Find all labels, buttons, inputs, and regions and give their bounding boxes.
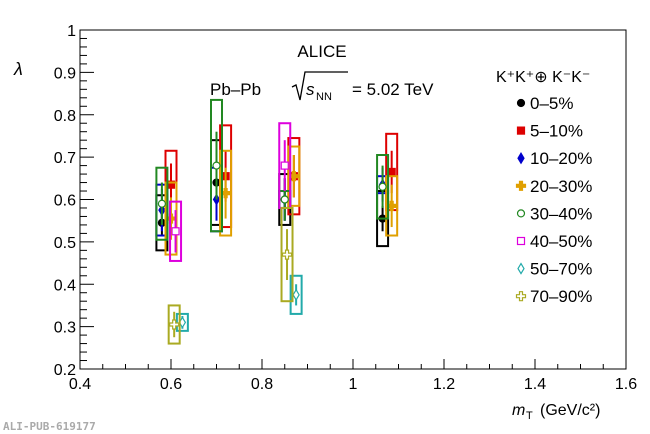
- legend-item: 50–70%: [517, 260, 592, 279]
- legend-item: 5–10%: [516, 122, 583, 141]
- syst-box: [155, 166, 169, 241]
- legend-label: 0–5%: [530, 94, 573, 113]
- energy-subscript: NN: [316, 91, 332, 103]
- data-point: [280, 195, 289, 204]
- legend-item: 70–90%: [515, 287, 592, 306]
- legend-label: 20–30%: [530, 177, 592, 196]
- data-point: [292, 288, 300, 302]
- data-point: [157, 199, 166, 208]
- x-tick-label: 0.6: [160, 376, 182, 393]
- x-axis-label-sub: T: [526, 410, 533, 422]
- legend-label: 70–90%: [530, 287, 592, 306]
- y-tick-label: 0.2: [54, 362, 76, 379]
- legend-item: 20–30%: [515, 177, 592, 196]
- x-tick-label: 1.4: [524, 376, 546, 393]
- syst-box: [385, 175, 399, 237]
- energy-label: s NN = 5.02 TeV: [291, 71, 434, 103]
- y-tick-label: 0.8: [54, 108, 76, 125]
- data-point: [169, 319, 180, 330]
- x-tick-label: 0.4: [69, 376, 91, 393]
- y-axis-label: λ: [13, 59, 23, 79]
- legend-title: K⁺K⁺⊕ K⁻K⁻: [496, 69, 590, 86]
- syst-box: [289, 274, 303, 315]
- data-point: [171, 227, 180, 236]
- x-axis-label-m: m: [512, 402, 525, 419]
- legend-label: 40–50%: [530, 232, 592, 251]
- data-point: [212, 161, 221, 170]
- data-point: [378, 182, 387, 191]
- legend-marker: [517, 152, 525, 165]
- syst-box: [376, 154, 390, 220]
- syst-box: [210, 98, 223, 233]
- legend-item: 30–40%: [516, 204, 592, 223]
- syst-box: [287, 145, 301, 207]
- chart-title: ALICE: [297, 42, 346, 61]
- series-70–90%: [167, 206, 294, 345]
- x-tick-label: 1.6: [615, 376, 637, 393]
- y-tick-label: 0.4: [54, 277, 76, 294]
- legend-marker: [516, 209, 526, 218]
- legend-label: 30–40%: [530, 204, 592, 223]
- y-tick-label: 0.6: [54, 193, 76, 210]
- data-marks: [155, 98, 399, 345]
- y-tick-label: 0.3: [54, 320, 76, 337]
- legend-marker: [516, 236, 526, 246]
- legend-marker: [515, 180, 527, 191]
- data-point: [280, 161, 289, 170]
- syst-box: [280, 206, 294, 303]
- legend-marker: [516, 126, 526, 135]
- series-30–40%: [155, 98, 390, 241]
- legend-label: 50–70%: [530, 260, 592, 279]
- data-point: [281, 249, 293, 260]
- legend-marker: [516, 98, 526, 108]
- collision-system: Pb–Pb: [210, 80, 261, 99]
- axes: 0.4 0.6 0.8 1 1.2 1.4 1.6 0.2 0.3 0.4 0.5 0.6 0.7 0.8…: [54, 23, 637, 393]
- energy-value: = 5.02 TeV: [352, 80, 434, 99]
- x-tick-label: 0.8: [251, 376, 273, 393]
- legend-item: 40–50%: [516, 232, 592, 251]
- energy-symbol: s: [306, 80, 315, 99]
- syst-box: [169, 200, 183, 262]
- legend-item: 0–5%: [516, 94, 573, 113]
- series-50–70%: [175, 274, 303, 332]
- y-tick-label: 1: [67, 23, 76, 40]
- x-tick-label: 1.2: [433, 376, 455, 393]
- legend-marker: [515, 291, 527, 302]
- legend-marker: [517, 262, 525, 275]
- legend: 0–5% 5–10% 10–20% 20–30% 30–40% 40–50% 50–70% 7…: [515, 94, 592, 306]
- syst-box: [167, 304, 181, 345]
- data-point: [387, 167, 396, 177]
- syst-box: [175, 312, 189, 332]
- y-tick-label: 0.5: [54, 235, 76, 252]
- series-10–20%: [155, 166, 390, 237]
- x-axis-label-unit: (GeV/c²): [540, 402, 600, 419]
- series-0–5%: [155, 139, 390, 252]
- x-axis-label: m T (GeV/c²): [512, 402, 600, 422]
- publication-id: ALI-PUB-619177: [3, 420, 96, 433]
- legend-item: 10–20%: [517, 149, 592, 168]
- sqrt-icon: [291, 71, 348, 101]
- syst-box: [219, 149, 233, 237]
- legend-label: 5–10%: [530, 122, 583, 141]
- y-tick-label: 0.9: [54, 65, 76, 82]
- x-tick-label: 1: [349, 376, 358, 393]
- legend-label: 10–20%: [530, 149, 592, 168]
- y-tick-label: 0.7: [54, 150, 76, 167]
